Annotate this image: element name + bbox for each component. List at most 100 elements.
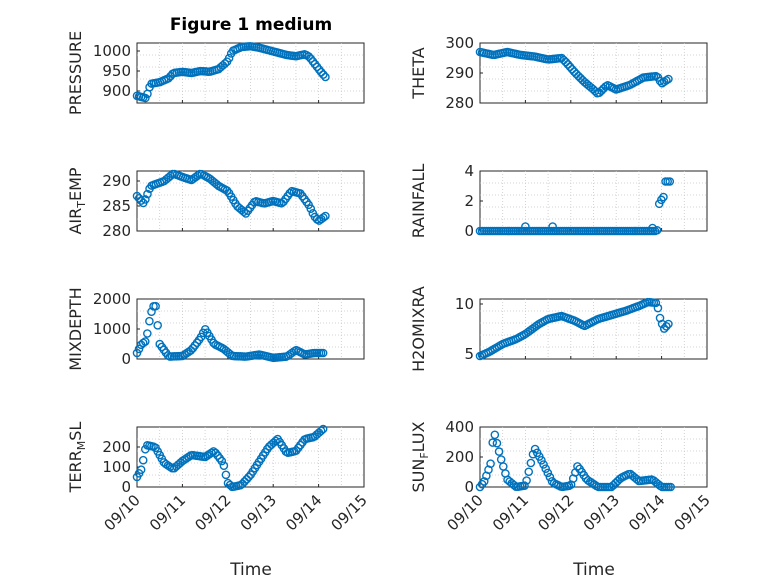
data-point (573, 462, 582, 471)
data-point (196, 332, 206, 342)
data-point (587, 478, 597, 488)
y-tick-label: 280 (445, 94, 474, 112)
y-tick-label: 0 (121, 478, 131, 496)
data-point (662, 322, 671, 331)
data-point (486, 459, 495, 468)
data-point (285, 188, 295, 198)
data-series (475, 47, 673, 98)
data-point (657, 319, 667, 329)
data-point (585, 477, 595, 487)
data-point (590, 86, 600, 96)
y-tick-label: 0 (121, 350, 131, 368)
y-tick-label: 900 (102, 82, 131, 100)
data-series (132, 41, 330, 103)
data-point (166, 171, 175, 181)
data-point (244, 472, 253, 482)
data-point (316, 426, 326, 436)
data-point (217, 456, 227, 466)
y-axis-label: H2OMIXRA (409, 286, 428, 372)
data-point (224, 53, 234, 63)
data-point (141, 93, 150, 103)
y-axis-label: TERRMSL (66, 422, 88, 494)
data-point (526, 458, 536, 468)
data-point (136, 196, 146, 205)
data-point (548, 222, 557, 231)
data-point (563, 60, 573, 69)
data-point (664, 319, 673, 329)
y-axis-label: AIRTEMP (66, 167, 88, 234)
data-point (524, 467, 534, 477)
data-point (186, 346, 196, 355)
data-point (567, 64, 577, 74)
y-tick-label: 300 (445, 34, 474, 52)
data-point (316, 67, 326, 77)
data-point (666, 482, 675, 492)
data-point (153, 321, 162, 330)
y-tick-label: 200 (445, 448, 474, 466)
y-tick-label: 100 (102, 458, 131, 476)
data-point (271, 436, 280, 446)
y-tick-label: 200 (102, 438, 131, 456)
y-tick-label: 400 (445, 418, 474, 436)
data-point (143, 189, 152, 199)
data-point (221, 470, 231, 480)
data-point (239, 207, 249, 216)
data-point (132, 191, 142, 201)
x-axis-label-left: Time (229, 560, 272, 580)
data-point (134, 194, 144, 203)
data-point (145, 316, 154, 326)
data-point (138, 338, 148, 348)
data-point (537, 455, 546, 465)
data-point (219, 461, 229, 470)
subplot-h2omixra: 5 10 H2OMIXRA (409, 286, 708, 372)
data-point (652, 225, 662, 235)
data-point (321, 211, 330, 221)
y-axis-label: PRESSURE (66, 31, 85, 115)
data-point (134, 344, 144, 354)
y-tick-label: 290 (445, 64, 474, 82)
data-point (220, 59, 230, 68)
subplot-rainfall: 0 2 4 RAINFALL (409, 162, 708, 240)
y-axis-label: SUNFLUX (409, 421, 431, 492)
data-point (321, 72, 330, 82)
data-point (193, 171, 203, 180)
y-tick-label: 285 (102, 197, 131, 215)
data-point (539, 460, 548, 469)
data-point (655, 76, 665, 86)
data-point (319, 213, 328, 222)
data-series (475, 430, 675, 492)
y-tick-label: 1000 (93, 320, 131, 338)
data-point (318, 348, 328, 358)
data-point (543, 468, 553, 478)
subplot-pressure: 900 950 1000 PRESSURE (66, 31, 365, 115)
data-point (140, 337, 150, 346)
data-point (165, 462, 175, 472)
data-point (648, 223, 657, 233)
data-point (664, 74, 673, 84)
data-point (147, 307, 156, 317)
y-tick-label: 950 (102, 62, 131, 80)
y-tick-label: 0 (464, 222, 474, 240)
data-point (659, 192, 668, 202)
data-point (318, 424, 328, 434)
data-point (520, 481, 529, 490)
figure-title: Figure 1 medium (170, 15, 332, 35)
data-point (141, 195, 150, 204)
x-axis-label-right: Time (572, 560, 615, 580)
data-point (132, 348, 142, 358)
data-point (561, 57, 571, 67)
data-point (479, 477, 489, 486)
data-point (492, 438, 502, 448)
data-point (522, 476, 531, 485)
data-point (222, 186, 232, 195)
y-tick-label: 2000 (93, 290, 131, 308)
data-point (521, 222, 530, 231)
subplot-air-temp: 280 285 290 AIRTEMP (66, 167, 365, 240)
data-point (136, 465, 146, 475)
y-tick-label: 0 (464, 478, 474, 496)
data-point (583, 476, 593, 485)
y-tick-label: 5 (464, 345, 474, 363)
data-point (225, 480, 235, 490)
y-axis-label: THETA (409, 47, 428, 99)
